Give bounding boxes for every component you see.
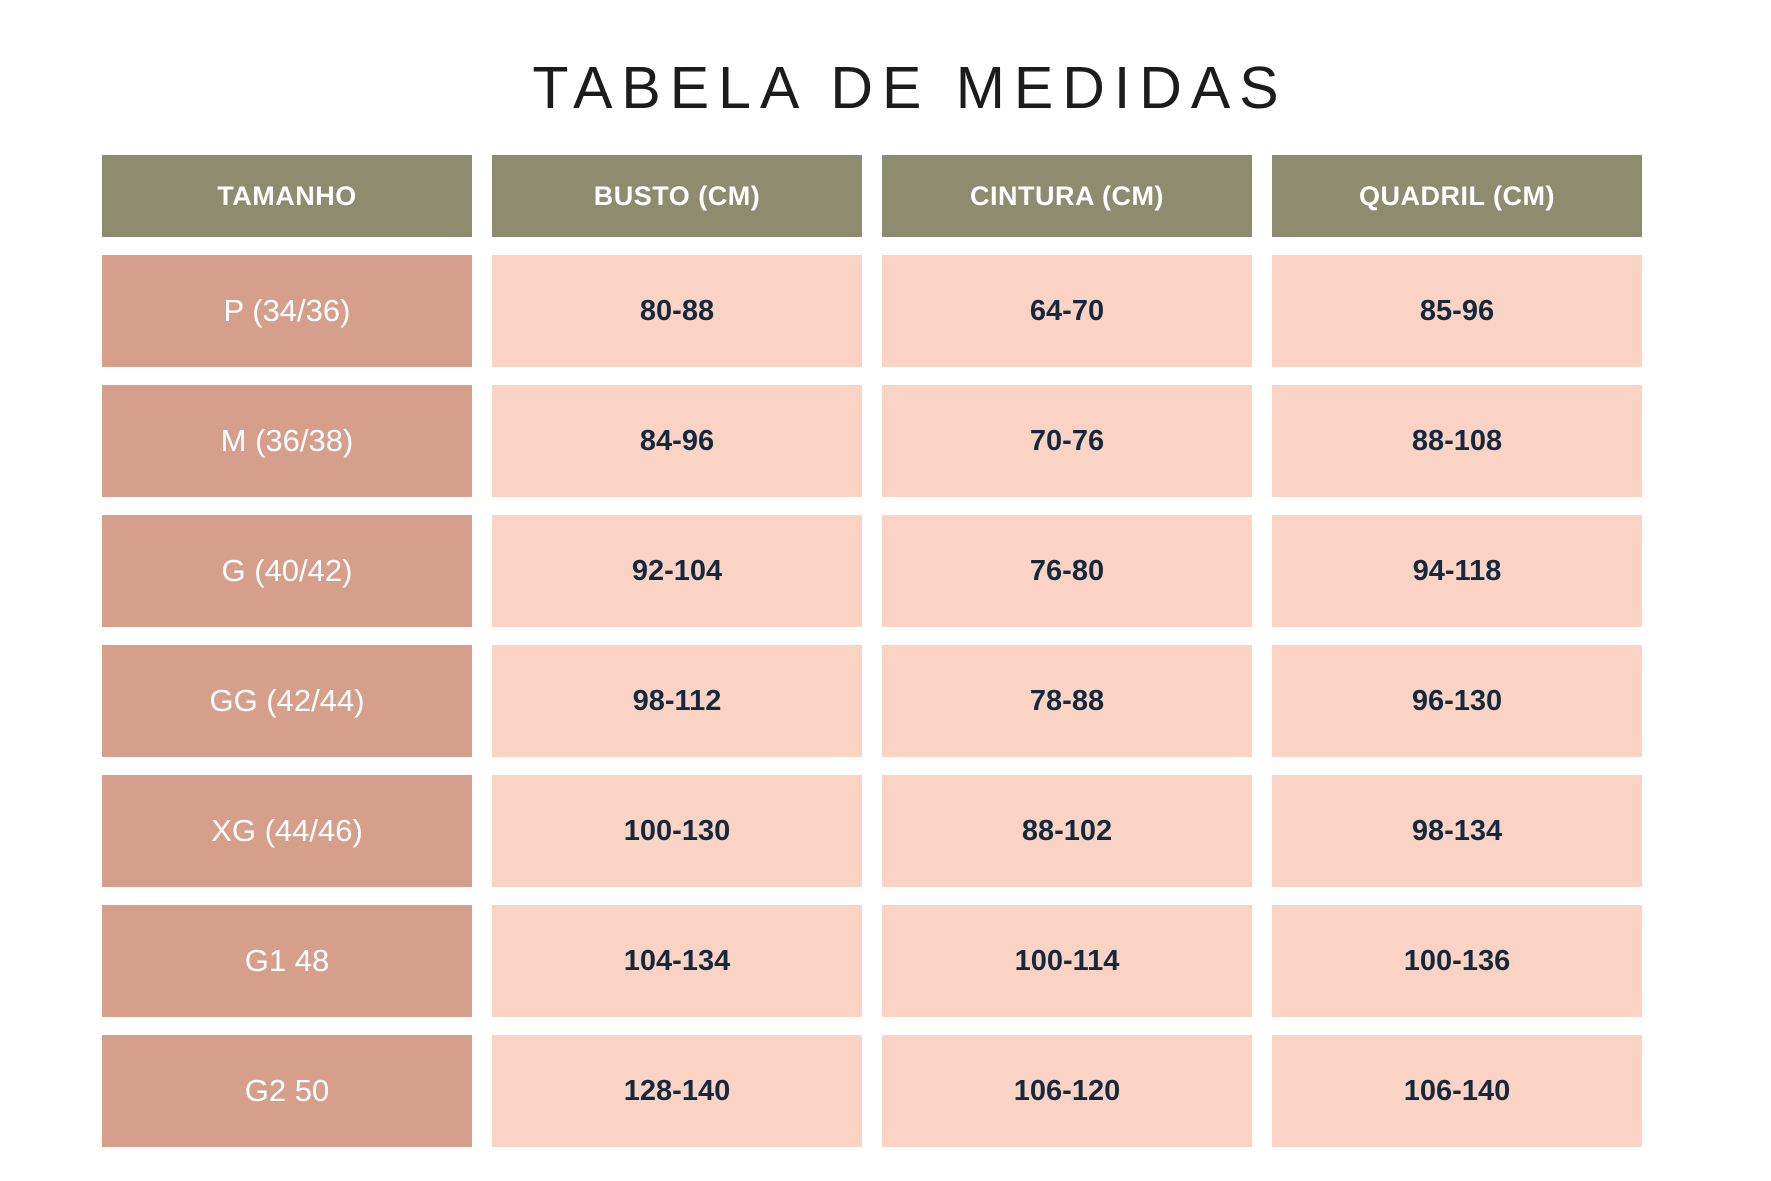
svg-text:TABELA DE MEDIDAS: TABELA DE MEDIDAS	[532, 55, 1287, 121]
